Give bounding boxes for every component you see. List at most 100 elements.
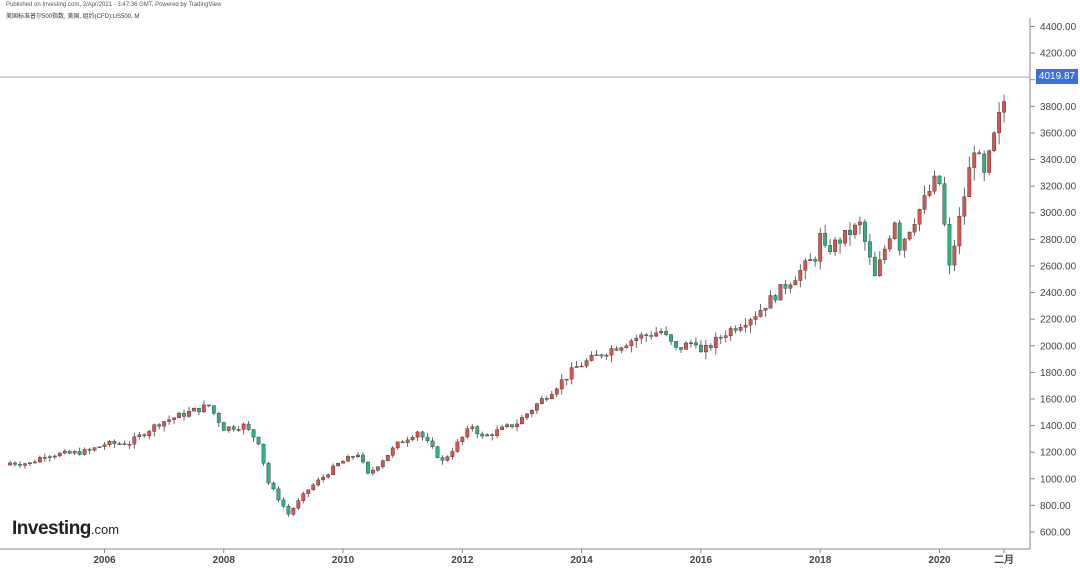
candle-body (614, 348, 619, 351)
candle-body (42, 457, 47, 459)
candle-body (107, 441, 112, 445)
candle-body (77, 451, 82, 455)
candle-body (380, 460, 385, 467)
candle-body (818, 233, 823, 262)
candle-body (122, 443, 127, 445)
y-tick-label: 3200.00 (1040, 182, 1077, 193)
candle-body (192, 408, 196, 412)
y-tick-label: 2800.00 (1040, 235, 1077, 246)
y-tick-label: 800.00 (1040, 501, 1071, 512)
y-tick-label: 3400.00 (1040, 155, 1077, 166)
candle-body (867, 241, 872, 258)
x-tick-label: 二月 (994, 554, 1014, 566)
candle-body (187, 410, 191, 417)
candle-body (331, 465, 336, 475)
candle-body (490, 434, 495, 436)
candle-body (992, 132, 997, 151)
candle-body (395, 441, 400, 449)
candle-body (430, 440, 435, 447)
candle-body (574, 366, 579, 368)
logo-suffix: .com (90, 522, 120, 537)
candle-body (47, 456, 52, 458)
candle-body (281, 499, 286, 507)
candle-body (957, 215, 962, 247)
candle-body (370, 469, 375, 474)
candle-body (157, 424, 162, 427)
candle-body (579, 365, 584, 368)
candle-body (798, 269, 803, 281)
candle-body (301, 493, 306, 501)
candle-body (510, 424, 514, 427)
candle-body (8, 462, 12, 466)
candle-body (917, 209, 922, 225)
candle-body (23, 463, 27, 466)
candle-body (415, 431, 420, 438)
candle-body (972, 152, 977, 168)
investing-logo: Investing.com (12, 518, 119, 540)
candle-body (967, 167, 972, 197)
candle-body (366, 461, 370, 474)
candle-body (256, 436, 261, 445)
candle-body (902, 238, 907, 251)
candle-body (475, 426, 480, 435)
candle-body (897, 222, 902, 251)
candle-body (629, 340, 634, 347)
candle-body (57, 452, 62, 457)
candle-body (296, 500, 301, 509)
candle-body (221, 422, 226, 431)
candle-body (530, 410, 534, 415)
candle-body (604, 354, 609, 357)
x-axis-ticks: 2006 2008 2010 2012 2014 2016 2018 2020 二月 (93, 549, 1014, 566)
candle-body (500, 426, 504, 430)
logo-wordmark: Investing (12, 518, 91, 539)
y-tick-label: 1200.00 (1040, 448, 1077, 459)
candle-body (863, 221, 867, 242)
y-tick-label: 2200.00 (1040, 315, 1077, 326)
candle-body (882, 248, 887, 260)
candle-body (390, 447, 395, 456)
candle-body (664, 330, 669, 335)
candle-body (833, 239, 837, 252)
candle-body (127, 444, 132, 446)
candle-body (564, 378, 569, 381)
candle-body (927, 191, 932, 196)
y-tick-label: 4200.00 (1040, 49, 1077, 60)
candle-body (515, 423, 519, 427)
candle-body (743, 324, 748, 328)
candle-body (361, 454, 365, 463)
candle-body (405, 439, 410, 443)
candle-body (445, 456, 450, 461)
candle-body (147, 431, 152, 437)
candle-body (654, 332, 659, 337)
candle-body (639, 334, 644, 339)
candle-body (634, 337, 639, 342)
candle-body (231, 426, 236, 430)
candle-body (62, 450, 67, 454)
candle-body (723, 335, 728, 338)
candle-body (177, 412, 181, 419)
candle-body (594, 354, 599, 356)
candle-body (813, 259, 818, 262)
candle-body (584, 360, 589, 367)
x-tick-label: 2012 (451, 555, 474, 566)
candle-body (947, 223, 952, 266)
candle-body (92, 447, 97, 451)
y-tick-label: 2600.00 (1040, 261, 1077, 272)
candle-body (375, 466, 380, 471)
candle-body (858, 221, 862, 226)
candle-body (356, 454, 360, 457)
candle-body (465, 428, 470, 438)
candle-body (142, 434, 147, 437)
candle-body (877, 259, 882, 276)
y-tick-label: 600.00 (1040, 528, 1071, 539)
candle-body (823, 233, 828, 246)
candle-body (843, 229, 847, 244)
candle-body (853, 224, 857, 235)
candle-body (778, 284, 783, 301)
x-tick-label: 2008 (213, 555, 236, 566)
candle-body (887, 238, 892, 250)
candle-body (609, 348, 614, 356)
y-tick-label: 1800.00 (1040, 368, 1077, 379)
candle-body (216, 413, 221, 423)
